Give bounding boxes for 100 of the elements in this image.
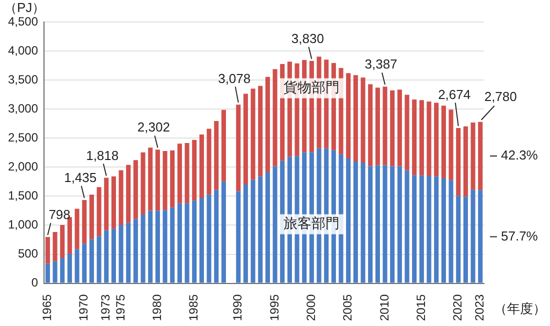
bar bbox=[126, 164, 131, 223]
bar bbox=[221, 181, 226, 283]
bar bbox=[478, 122, 483, 190]
bar bbox=[419, 175, 424, 283]
bar bbox=[412, 175, 417, 283]
bar bbox=[456, 128, 461, 196]
bar bbox=[60, 224, 65, 258]
bar bbox=[265, 76, 270, 172]
bar bbox=[177, 144, 182, 204]
bar bbox=[89, 239, 94, 283]
y-tick-label: 500 bbox=[18, 246, 38, 261]
bar bbox=[140, 214, 146, 283]
x-tick-label: 2023 bbox=[472, 294, 487, 322]
bar bbox=[74, 249, 80, 283]
bar bbox=[148, 148, 153, 211]
bar bbox=[390, 166, 395, 283]
bar bbox=[456, 196, 461, 283]
bar bbox=[250, 180, 256, 283]
annotation: 57.7% bbox=[501, 228, 538, 244]
bar bbox=[412, 99, 417, 176]
bar bbox=[448, 180, 454, 283]
bar bbox=[214, 190, 219, 283]
annotation: 1,818 bbox=[86, 148, 119, 163]
bar bbox=[419, 100, 424, 176]
bar bbox=[206, 128, 212, 195]
bar bbox=[243, 184, 248, 283]
bar bbox=[463, 196, 468, 283]
series-label: 旅客部門 bbox=[284, 215, 340, 232]
bar bbox=[45, 264, 50, 283]
bar bbox=[148, 210, 153, 283]
bar bbox=[375, 88, 380, 166]
bar bbox=[177, 203, 182, 283]
bar bbox=[250, 88, 256, 180]
annotation: 3,078 bbox=[218, 70, 251, 86]
bar bbox=[353, 162, 358, 283]
x-tick-label: 2005 bbox=[340, 294, 355, 322]
y-tick-label: 1,000 bbox=[8, 218, 38, 232]
bar bbox=[404, 170, 410, 283]
bar bbox=[368, 166, 373, 283]
y-tick-label: 2,000 bbox=[8, 159, 38, 174]
y-axis-title: （PJ） bbox=[4, 0, 46, 16]
bar bbox=[192, 140, 197, 201]
bar bbox=[346, 158, 351, 283]
x-axis-title: （年度） bbox=[494, 300, 546, 316]
bar bbox=[434, 176, 439, 283]
bar bbox=[243, 94, 248, 184]
bar bbox=[96, 236, 102, 283]
bar bbox=[272, 69, 278, 166]
annotation: 2,674 bbox=[438, 86, 471, 102]
bar bbox=[236, 191, 241, 283]
y-tick-label: 0 bbox=[31, 276, 38, 290]
bar bbox=[206, 194, 212, 283]
bar bbox=[368, 84, 373, 166]
bar bbox=[478, 190, 483, 283]
bar bbox=[199, 134, 204, 198]
bar bbox=[397, 166, 402, 283]
bar bbox=[111, 228, 116, 283]
x-tick-label: 1990 bbox=[230, 294, 245, 322]
annotation: 2,302 bbox=[137, 120, 170, 135]
x-tick-label: 1995 bbox=[267, 294, 282, 322]
bar bbox=[463, 126, 468, 197]
bar bbox=[45, 236, 50, 264]
bar bbox=[184, 203, 190, 283]
bar bbox=[52, 232, 58, 262]
bar bbox=[265, 172, 270, 283]
bar bbox=[397, 90, 402, 166]
bar bbox=[221, 110, 226, 182]
bar bbox=[118, 224, 124, 283]
bar bbox=[236, 104, 241, 192]
bar bbox=[360, 162, 366, 283]
x-tick-label: 1980 bbox=[150, 294, 164, 322]
x-tick-label: 2020 bbox=[450, 294, 465, 322]
y-tick-label: 3,000 bbox=[8, 101, 38, 116]
annotation: 3,830 bbox=[291, 30, 324, 46]
bar bbox=[155, 150, 160, 211]
annotation: 798 bbox=[48, 207, 70, 222]
bar bbox=[258, 86, 263, 176]
bar bbox=[470, 122, 476, 190]
bar bbox=[214, 121, 219, 190]
bar bbox=[60, 258, 65, 283]
bar bbox=[104, 230, 109, 283]
bar bbox=[111, 176, 116, 229]
bar bbox=[382, 165, 388, 283]
bar bbox=[272, 166, 278, 283]
y-tick-label: 4,500 bbox=[8, 14, 38, 28]
bar bbox=[118, 170, 124, 225]
bar bbox=[434, 102, 439, 176]
bar bbox=[126, 222, 131, 283]
bar bbox=[162, 151, 168, 210]
y-tick-label: 1,500 bbox=[8, 188, 38, 203]
x-tick-label: 2010 bbox=[377, 294, 392, 322]
x-tick-label: 2015 bbox=[414, 294, 428, 322]
bar bbox=[52, 261, 58, 283]
bar bbox=[470, 190, 476, 283]
x-tick-label: 2000 bbox=[304, 294, 318, 322]
bar bbox=[96, 187, 102, 236]
annotation: 1,435 bbox=[64, 170, 97, 186]
bar bbox=[170, 150, 175, 208]
bar bbox=[133, 219, 138, 283]
bar bbox=[82, 200, 87, 244]
